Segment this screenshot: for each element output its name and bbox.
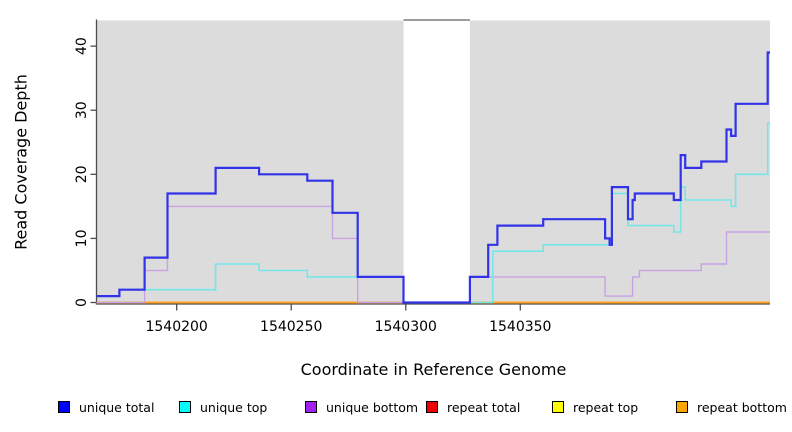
legend-item-unique-top: unique top xyxy=(179,399,267,415)
x-tick-label: 1540300 xyxy=(375,319,437,335)
series-unique-total xyxy=(96,51,770,304)
plot-area: 0 10 20 30 40 1540200 1540250 1540300 1540350 xyxy=(74,19,770,335)
legend-item-unique-total: unique total xyxy=(58,399,154,415)
legend-item-label: unique bottom xyxy=(326,399,419,415)
legend-item-repeat-top: repeat top xyxy=(552,399,638,415)
legend-item-label: unique top xyxy=(200,399,268,415)
legend-swatch-icon xyxy=(179,401,191,413)
legend-swatch-icon xyxy=(426,401,438,413)
legend-item-unique-bottom: unique bottom xyxy=(305,399,418,415)
y-axis-title: Read Coverage Depth xyxy=(11,74,31,250)
legend-item-label: repeat bottom xyxy=(697,399,787,415)
x-tick-label: 1540350 xyxy=(489,319,551,335)
legend-item-label: repeat total xyxy=(447,399,521,415)
x-tick-label: 1540250 xyxy=(260,319,322,335)
legend-swatch-icon xyxy=(305,401,317,413)
y-tick-label: 10 xyxy=(74,229,90,247)
legend-swatch-icon xyxy=(676,401,688,413)
legend-item-label: unique total xyxy=(79,399,155,415)
y-tick-label: 40 xyxy=(74,37,90,55)
y-tick-label: 30 xyxy=(74,101,90,119)
legend-swatch-icon xyxy=(552,401,564,413)
legend-item-repeat-total: repeat total xyxy=(426,399,520,415)
legend: unique total unique top unique bottom repea… xyxy=(0,399,792,419)
y-tick-label: 20 xyxy=(74,165,90,183)
x-tick-label: 1540200 xyxy=(145,319,207,335)
x-axis-title: Coordinate in Reference Genome xyxy=(300,360,567,379)
y-tick-label: 0 xyxy=(74,298,90,307)
legend-item-repeat-bottom: repeat bottom xyxy=(676,399,787,415)
legend-swatch-icon xyxy=(58,401,70,413)
legend-item-label: repeat top xyxy=(573,399,639,415)
